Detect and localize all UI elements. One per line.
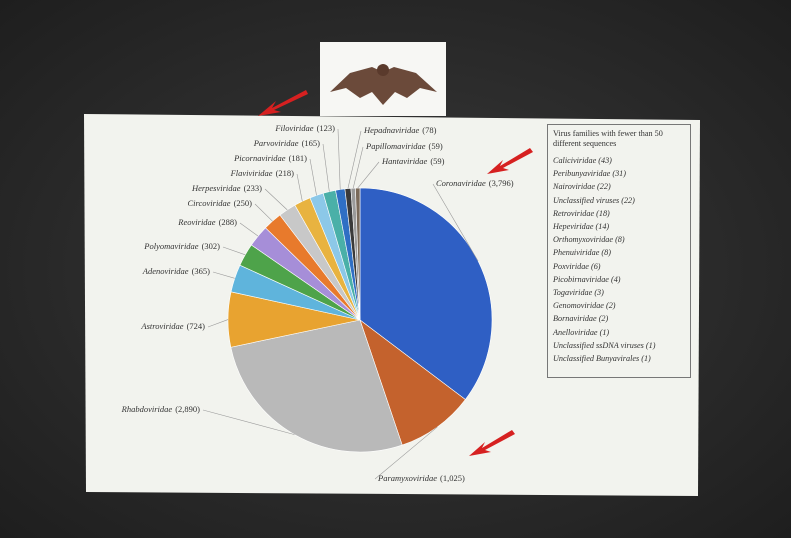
slice-name: Polyomaviridae (143, 241, 199, 251)
leader-line (432, 183, 479, 262)
slice-value: (365) (192, 266, 211, 276)
slice-label: Hantaviridae (59) (381, 156, 445, 166)
slice-value: (724) (187, 321, 206, 331)
slice-name: Astroviridae (140, 321, 183, 331)
box-item: Orthomyxoviridae (8) (553, 235, 625, 245)
box-item: Togaviridae (3) (553, 288, 604, 298)
slice-label: Herpesviridae (233) (191, 183, 262, 193)
slice-value: (250) (234, 198, 253, 208)
slice-label: Polyomaviridae (302) (143, 241, 220, 251)
leader-line (239, 222, 259, 237)
leader-line (337, 128, 341, 190)
slice-value: (233) (244, 183, 263, 193)
leader-line (202, 409, 295, 435)
leader-line (212, 271, 235, 279)
slice-name: Hantaviridae (381, 156, 428, 166)
slice-value: (2,890) (175, 404, 200, 414)
slice-value: (218) (276, 168, 295, 178)
slice-value: (78) (422, 125, 436, 135)
arrow (258, 90, 308, 116)
box-item: Unclassified viruses (22) (553, 195, 635, 205)
box-item: Anelloviridae (1) (553, 327, 610, 337)
box-title: Virus families with fewer than 50 differ… (553, 129, 663, 148)
slice-label: Filoviridae (123) (274, 123, 335, 133)
slice-value: (59) (429, 141, 443, 151)
box-item: Nairoviridae (22) (553, 182, 611, 192)
slice-value: (3,796) (489, 178, 514, 188)
slice-label: Adenoviridae (365) (142, 266, 210, 276)
slice-label: Circoviridae (250) (187, 198, 252, 208)
leader-line (347, 130, 362, 189)
box-item: Retroviridae (18) (553, 208, 610, 218)
bat-icon (330, 67, 437, 105)
leader-line (357, 161, 380, 189)
slice-value: (123) (317, 123, 336, 133)
leader-line (222, 246, 246, 256)
slice-name: Coronaviridae (436, 178, 486, 188)
slice-name: Flaviviridae (230, 168, 273, 178)
slice-label: Astroviridae (724) (140, 321, 205, 331)
pie-slice (355, 187, 361, 321)
slice-name: Hepadnaviridae (363, 125, 419, 135)
slice-value: (1,025) (440, 473, 465, 483)
slice-label: Hepadnaviridae (78) (363, 125, 437, 135)
slice-name: Filoviridae (274, 123, 313, 133)
small-families-box: Virus families with fewer than 50 differ… (547, 124, 691, 378)
pie-slice (230, 319, 403, 453)
slice-label: Rhabdoviridae (2,890) (121, 404, 200, 414)
box-item: Poxviridae (6) (553, 261, 601, 271)
box-list: Caliciviridae (43) Peribunyaviridae (31) N… (553, 154, 685, 365)
slice-label: Coronaviridae (3,796) (436, 178, 514, 188)
arrow (487, 148, 533, 174)
slice-value: (302) (202, 241, 221, 251)
box-item: Genomoviridae (2) (553, 301, 616, 311)
arrow (469, 430, 515, 456)
slice-name: Adenoviridae (142, 266, 189, 276)
box-item: Hepeviridae (14) (553, 222, 610, 232)
slice-name: Parvoviridae (253, 138, 299, 148)
leader-line (374, 426, 438, 480)
bat-head (377, 64, 389, 76)
slice-name: Papillomaviridae (365, 141, 426, 151)
box-item: Unclassified ssDNA viruses (1) (553, 340, 656, 350)
leader-line (309, 158, 317, 196)
box-item: Unclassified Bunyavirales (1) (553, 354, 651, 364)
pie-slice (359, 319, 466, 446)
slice-name: Rhabdoviridae (121, 404, 173, 414)
box-item: Peribunyaviridae (31) (553, 169, 626, 179)
leader-line (254, 203, 273, 222)
box-item: Picobirnaviridae (4) (553, 274, 621, 284)
slice-label: Papillomaviridae (59) (365, 141, 443, 151)
slice-name: Herpesviridae (191, 183, 241, 193)
leader-line (264, 188, 288, 211)
leader-line (207, 319, 229, 328)
pie-chart: Coronaviridae (3,796) Paramyxoviridae (1,02… (121, 123, 514, 483)
arrows (258, 90, 533, 456)
slice-label: Reoviridae (288) (177, 217, 237, 227)
slice-name: Paramyxoviridae (377, 473, 437, 483)
slice-value: (181) (289, 153, 308, 163)
slice-label: Picornaviridae (181) (233, 153, 307, 163)
box-item: Caliciviridae (43) (553, 156, 612, 165)
box-item: Bornaviridae (2) (553, 314, 609, 324)
slice-name: Picornaviridae (233, 153, 286, 163)
slice-label: Paramyxoviridae (1,025) (377, 473, 465, 483)
slice-value: (165) (302, 138, 321, 148)
box-item: Phenuiviridae (8) (553, 248, 611, 258)
slice-label: Parvoviridae (165) (253, 138, 320, 148)
leader-line (296, 173, 303, 202)
slice-value: (59) (430, 156, 444, 166)
leader-line (352, 146, 364, 189)
slice-value: (288) (219, 217, 238, 227)
slice-name: Circoviridae (187, 198, 230, 208)
slice-name: Reoviridae (177, 217, 216, 227)
slice-label: Flaviviridae (218) (230, 168, 295, 178)
leader-line (322, 143, 330, 192)
